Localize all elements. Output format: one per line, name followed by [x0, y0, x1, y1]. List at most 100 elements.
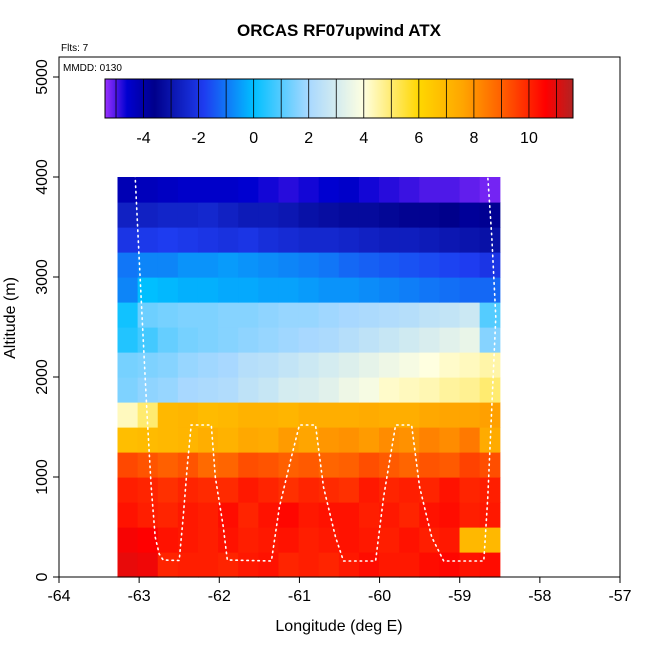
heatmap-cell — [419, 227, 441, 253]
heatmap-cell — [459, 252, 481, 278]
heatmap-cell — [278, 477, 300, 503]
heatmap-cell — [298, 552, 320, 578]
heatmap-cell — [157, 302, 179, 328]
heatmap-cells — [117, 177, 501, 578]
heatmap-cell — [117, 352, 139, 378]
heatmap-cell — [238, 452, 259, 478]
heatmap-cell — [157, 452, 179, 478]
y-axis-label: Altitude (m) — [2, 277, 19, 359]
heatmap-cell — [117, 327, 139, 353]
heatmap-cell — [197, 452, 219, 478]
x-tick-label: -62 — [208, 588, 231, 605]
x-tick-label: -64 — [47, 588, 70, 605]
heatmap-cell — [358, 302, 380, 328]
heatmap-cell — [338, 202, 360, 228]
heatmap-cell — [358, 227, 380, 253]
heatmap-cell — [318, 252, 340, 278]
y-tick-label: 1000 — [34, 459, 51, 495]
heatmap-cell — [479, 327, 501, 353]
heatmap-cell — [338, 402, 360, 428]
heatmap-cell — [419, 277, 441, 303]
heatmap-cell — [379, 177, 400, 203]
x-tick-label: -59 — [448, 588, 471, 605]
heatmap-cell — [479, 352, 501, 378]
heatmap-cell — [459, 552, 481, 578]
y-axis: 0 1000 2000 3000 4000 5000 — [34, 59, 59, 581]
heatmap-cell — [479, 402, 501, 428]
heatmap-cell — [278, 252, 300, 278]
heatmap-cell — [258, 402, 280, 428]
heatmap-cell — [197, 227, 219, 253]
y-tick-label: 4000 — [34, 159, 51, 195]
heatmap-cell — [399, 252, 420, 278]
heatmap-cell — [258, 502, 280, 528]
heatmap-cell — [318, 527, 340, 553]
heatmap-cell — [117, 277, 139, 303]
colorbar-tick-label: 10 — [520, 130, 538, 147]
heatmap-cell — [439, 402, 461, 428]
heatmap-cell — [358, 477, 380, 503]
heatmap-cell — [439, 202, 461, 228]
heatmap-cell — [298, 227, 320, 253]
heatmap-cell — [117, 552, 139, 578]
heatmap-cell — [218, 427, 239, 453]
heatmap-cell — [177, 252, 199, 278]
heatmap-cell — [419, 502, 441, 528]
heatmap-cell — [197, 527, 219, 553]
heatmap-cell — [318, 352, 340, 378]
heatmap-cell — [318, 327, 340, 353]
heatmap-cell — [177, 227, 199, 253]
heatmap-cell — [137, 252, 159, 278]
heatmap-cell — [419, 377, 441, 403]
x-tick-label: -61 — [288, 588, 311, 605]
heatmap-cell — [399, 202, 420, 228]
heatmap-cell — [177, 302, 199, 328]
heatmap-cell — [218, 377, 239, 403]
x-axis: -64 -63 -62 -61 -60 -59 -58 -57 — [47, 577, 632, 605]
heatmap-cell — [318, 552, 340, 578]
heatmap-cell — [218, 252, 239, 278]
x-tick-label: -58 — [528, 588, 551, 605]
heatmap-cell — [338, 452, 360, 478]
colorbar-tick-label: -2 — [191, 130, 205, 147]
heatmap-cell — [379, 277, 400, 303]
heatmap-cell — [479, 227, 501, 253]
heatmap-cell — [358, 527, 380, 553]
heatmap-cell — [117, 527, 139, 553]
heatmap-cell — [258, 452, 280, 478]
flights-annotation: Flts: 7 — [61, 43, 89, 54]
heatmap-cell — [358, 402, 380, 428]
heatmap-cell — [338, 327, 360, 353]
heatmap-cell — [419, 427, 441, 453]
heatmap-cell — [358, 427, 380, 453]
heatmap-cell — [137, 327, 159, 353]
heatmap-cell — [157, 502, 179, 528]
heatmap-cell — [238, 552, 259, 578]
colorbar-tick-label: 2 — [304, 130, 313, 147]
heatmap-cell — [338, 252, 360, 278]
heatmap-cell — [157, 402, 179, 428]
heatmap-cell — [157, 427, 179, 453]
heatmap-cell — [298, 427, 320, 453]
colorbar-tick-label: 6 — [414, 130, 423, 147]
heatmap-cell — [177, 552, 199, 578]
heatmap-cell — [157, 527, 179, 553]
heatmap-cell — [298, 527, 320, 553]
heatmap-cell — [137, 402, 159, 428]
heatmap-cell — [419, 527, 441, 553]
heatmap-cell — [177, 527, 199, 553]
colorbar-tick-label: 4 — [359, 130, 368, 147]
heatmap-cell — [177, 477, 199, 503]
heatmap-cell — [358, 277, 380, 303]
heatmap-cell — [278, 502, 300, 528]
heatmap-cell — [278, 377, 300, 403]
heatmap-cell — [318, 202, 340, 228]
heatmap-cell — [197, 477, 219, 503]
heatmap-cell — [298, 502, 320, 528]
heatmap-cell — [358, 502, 380, 528]
heatmap-cell — [459, 402, 481, 428]
heatmap-cell — [379, 527, 400, 553]
heatmap-cell — [197, 177, 219, 203]
x-tick-label: -60 — [368, 588, 391, 605]
